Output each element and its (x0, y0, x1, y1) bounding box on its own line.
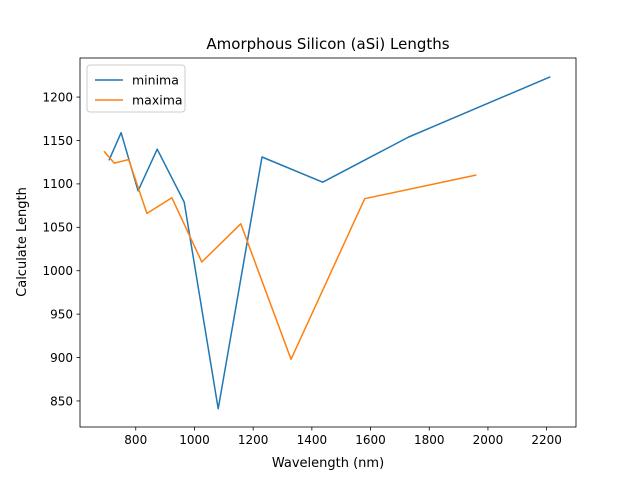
y-tick-label: 1050 (42, 221, 73, 235)
axes-frame (79, 57, 577, 428)
x-tick-label: 2200 (531, 433, 562, 447)
series-line-maxima (103, 150, 477, 361)
y-axis-label: Calculate Length (15, 187, 30, 297)
y-tick-label: 1150 (42, 134, 73, 148)
x-tick-label: 1600 (355, 433, 386, 447)
y-tick-label: 1200 (42, 90, 73, 104)
x-tick-label: 1400 (297, 433, 328, 447)
legend-label-minima: minima (132, 73, 179, 88)
plot-area: 800 1000 1200 1400 1600 1800 2000 2200 850 900 950… (42, 57, 577, 447)
y-tick-label: 1000 (42, 264, 73, 278)
x-tick-label: 1800 (414, 433, 445, 447)
chart-title: Amorphous Silicon (aSi) Lengths (206, 35, 449, 53)
y-tick-label: 950 (50, 307, 73, 321)
x-axis-label: Wavelength (nm) (272, 456, 384, 471)
y-tick-label: 1100 (42, 177, 73, 191)
x-tick-label: 800 (124, 433, 147, 447)
y-tick-label: 900 (50, 351, 73, 365)
x-tick-label: 1200 (238, 433, 269, 447)
legend-label-maxima: maxima (132, 93, 183, 108)
x-tick-label: 1000 (179, 433, 210, 447)
y-tick-label: 850 (50, 394, 73, 408)
x-tick-label: 2000 (473, 433, 504, 447)
